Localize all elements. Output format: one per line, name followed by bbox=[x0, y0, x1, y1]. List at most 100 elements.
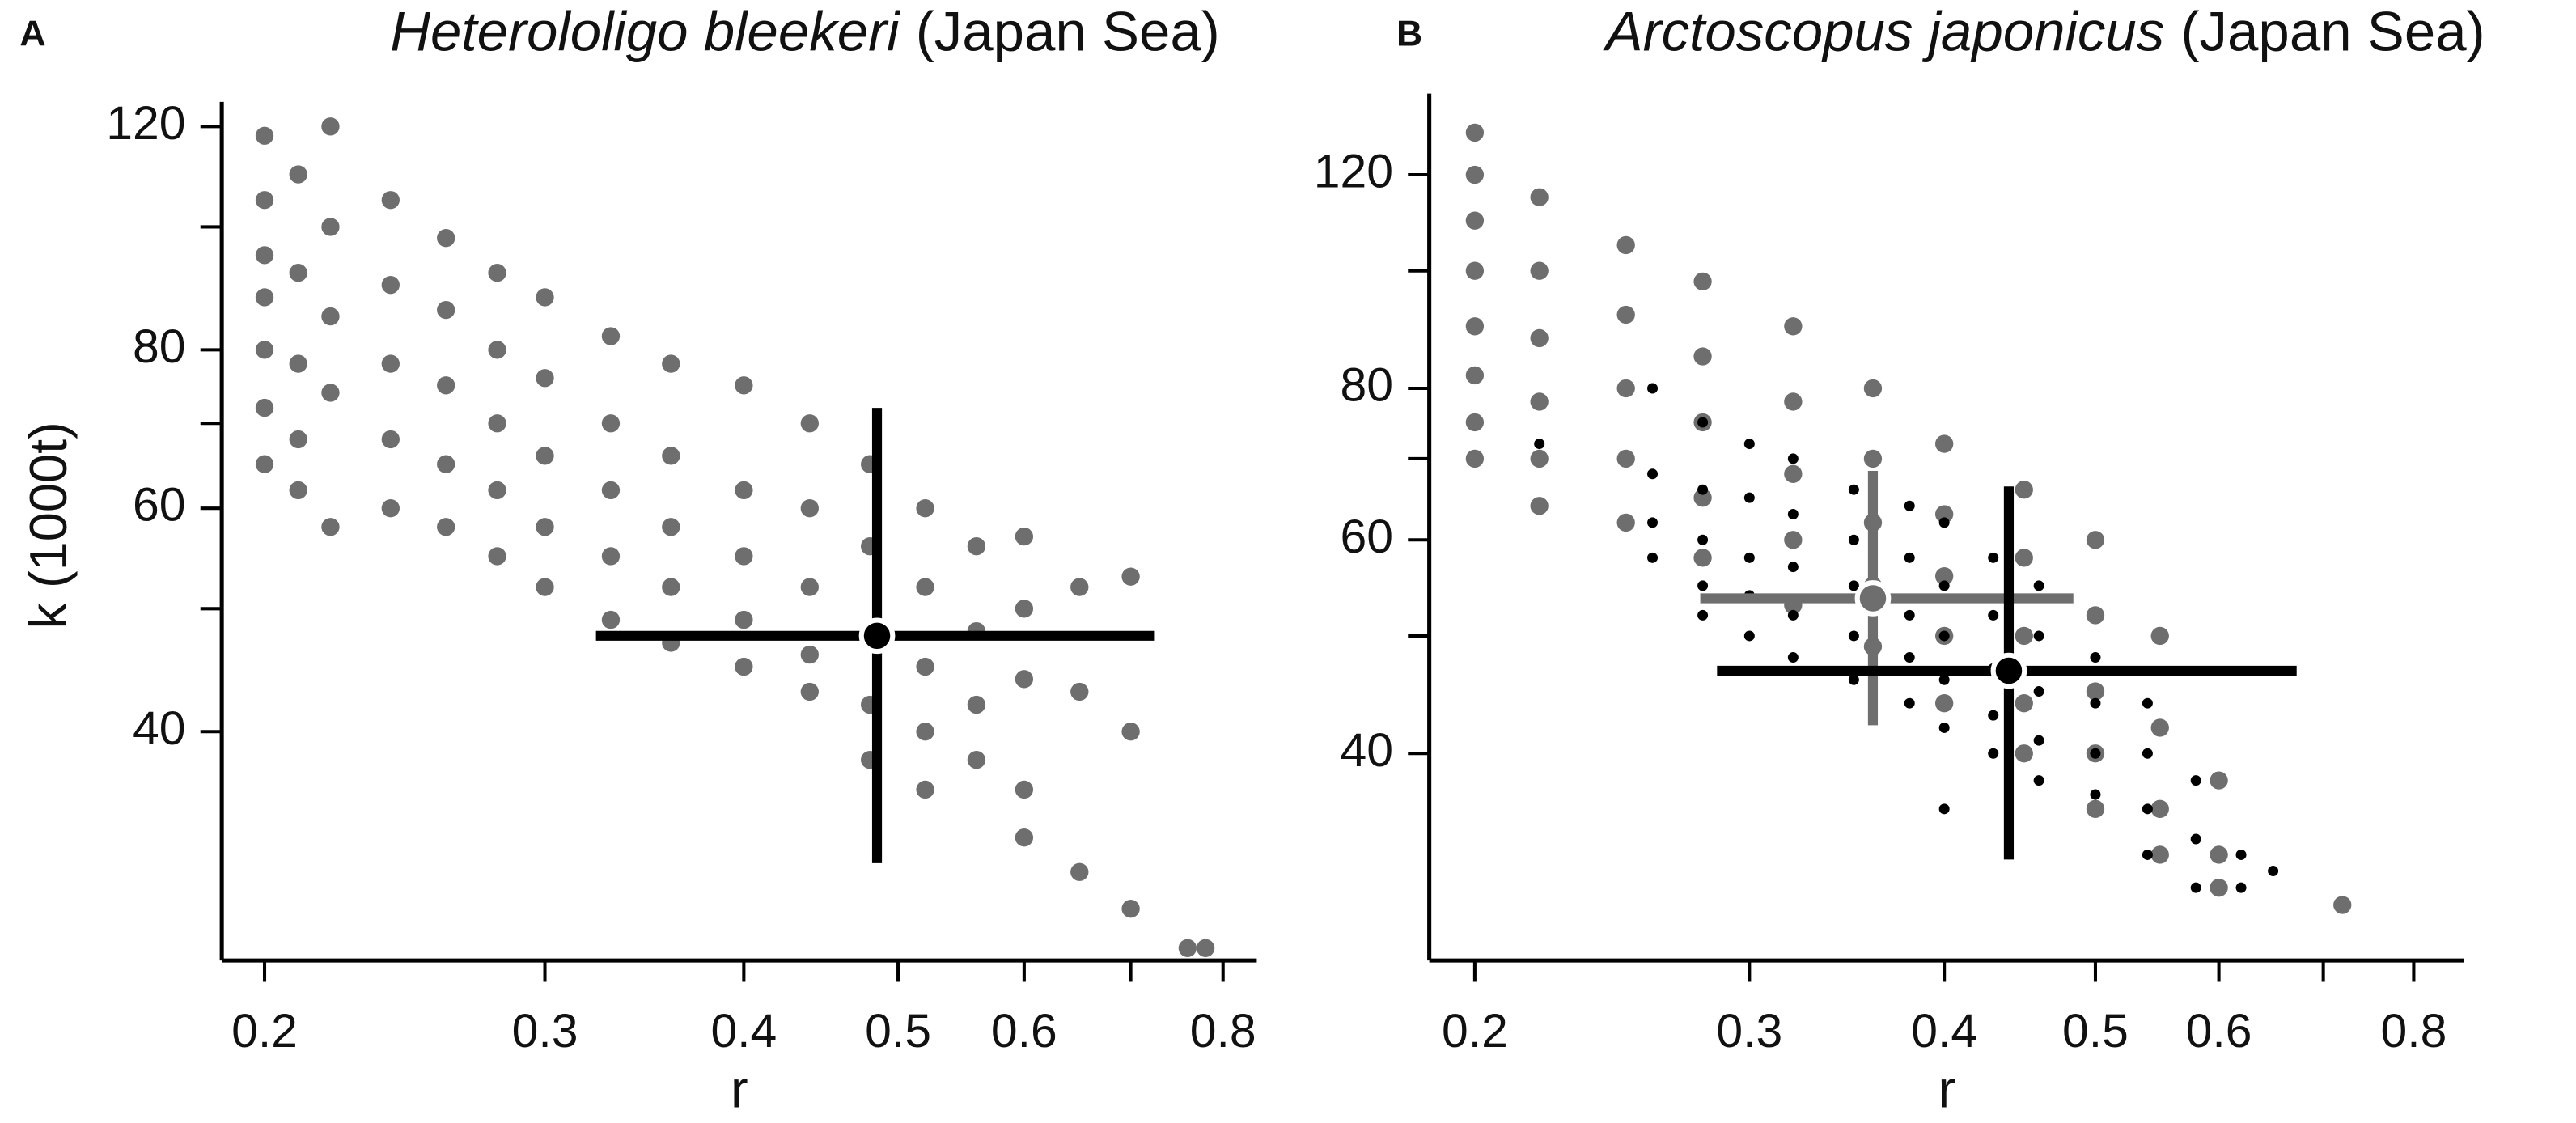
data-point bbox=[2015, 481, 2033, 499]
data-point bbox=[735, 481, 753, 500]
data-point bbox=[321, 307, 340, 326]
data-point bbox=[1787, 609, 1799, 621]
data-point bbox=[2086, 799, 2105, 818]
data-point bbox=[1616, 513, 1635, 532]
y-tick-label: 80 bbox=[133, 320, 186, 373]
data-point bbox=[662, 518, 680, 536]
data-point bbox=[1616, 235, 1635, 255]
title-note: (Japan Sea) bbox=[916, 1, 1220, 63]
data-point bbox=[536, 369, 554, 388]
x-tick-label: 0.4 bbox=[710, 1005, 777, 1057]
data-point bbox=[2086, 682, 2105, 701]
data-point bbox=[1938, 580, 1950, 591]
data-point bbox=[1121, 899, 1140, 918]
data-point bbox=[1784, 392, 1803, 411]
data-point bbox=[1616, 449, 1635, 468]
data-point bbox=[2086, 606, 2105, 625]
data-point bbox=[1697, 417, 1709, 428]
data-point bbox=[321, 117, 340, 136]
data-point bbox=[1530, 188, 1549, 206]
data-point bbox=[1848, 484, 1859, 495]
data-point bbox=[662, 447, 680, 465]
data-point bbox=[1697, 534, 1709, 545]
data-point bbox=[1934, 567, 1954, 586]
data-point bbox=[1848, 630, 1859, 642]
data-point bbox=[1904, 500, 1915, 511]
data-point bbox=[255, 455, 274, 473]
data-point bbox=[1465, 123, 1485, 142]
data-point bbox=[1647, 552, 1659, 563]
data-point bbox=[1465, 165, 1485, 184]
y-tick-label: 60 bbox=[133, 479, 186, 532]
data-point bbox=[2086, 531, 2105, 549]
data-point bbox=[1743, 492, 1755, 503]
data-point bbox=[2142, 697, 2153, 709]
data-point bbox=[2150, 845, 2169, 864]
data-point bbox=[967, 537, 986, 556]
data-point bbox=[2090, 789, 2101, 800]
data-point bbox=[1015, 527, 1034, 546]
data-point bbox=[437, 300, 455, 320]
data-point bbox=[800, 414, 819, 433]
data-point bbox=[1616, 305, 1635, 324]
data-point bbox=[800, 682, 819, 701]
data-point bbox=[437, 376, 455, 395]
data-point bbox=[1616, 379, 1635, 398]
data-point bbox=[1743, 439, 1755, 450]
x-tick-label: 0.2 bbox=[1442, 1005, 1508, 1057]
data-point bbox=[1787, 509, 1799, 519]
data-point bbox=[735, 610, 753, 629]
panel-title: Heterololigo bleekeri (Japan Sea) bbox=[390, 1, 1220, 63]
data-point bbox=[1015, 670, 1034, 689]
data-point bbox=[1647, 517, 1659, 528]
data-point bbox=[2015, 549, 2033, 567]
data-point bbox=[1988, 609, 1999, 621]
data-point bbox=[2015, 694, 2033, 713]
data-point bbox=[2150, 799, 2169, 818]
data-point bbox=[536, 518, 554, 536]
data-point bbox=[1934, 505, 1954, 523]
data-point bbox=[1938, 630, 1950, 642]
data-point bbox=[1988, 710, 1999, 721]
y-axis-title: k (1000t) bbox=[19, 422, 78, 629]
data-point bbox=[536, 288, 554, 307]
data-point bbox=[1787, 562, 1799, 573]
data-point bbox=[1743, 552, 1755, 563]
data-point bbox=[1938, 803, 1950, 815]
data-point bbox=[916, 780, 934, 799]
data-point bbox=[1647, 468, 1659, 480]
data-point bbox=[255, 398, 274, 417]
data-point bbox=[1697, 609, 1709, 621]
data-point bbox=[2210, 845, 2228, 864]
data-point bbox=[800, 645, 819, 664]
x-tick-label: 0.5 bbox=[865, 1005, 931, 1057]
data-point bbox=[1697, 580, 1709, 591]
data-point bbox=[381, 499, 400, 518]
data-point bbox=[1934, 434, 1954, 453]
data-point bbox=[2268, 866, 2279, 876]
data-point bbox=[1530, 328, 1549, 348]
data-point bbox=[2190, 882, 2201, 893]
data-point bbox=[1465, 449, 1485, 468]
data-point bbox=[321, 518, 340, 536]
data-point bbox=[601, 327, 621, 345]
data-point bbox=[2235, 882, 2247, 893]
y-tick-label: 120 bbox=[106, 97, 185, 150]
data-point bbox=[2142, 849, 2153, 860]
estimate-point bbox=[858, 617, 896, 655]
x-tick-label: 0.5 bbox=[2062, 1005, 2129, 1057]
data-point bbox=[1121, 723, 1140, 741]
data-point bbox=[1697, 484, 1709, 495]
data-point bbox=[2210, 879, 2228, 897]
data-point bbox=[255, 126, 274, 145]
data-point bbox=[1070, 862, 1089, 881]
data-point bbox=[1904, 609, 1915, 621]
data-point bbox=[488, 341, 506, 359]
data-point bbox=[381, 354, 400, 373]
data-point bbox=[2033, 775, 2044, 786]
y-tick-label: 40 bbox=[1340, 724, 1393, 777]
data-point bbox=[800, 499, 819, 518]
data-point bbox=[1465, 211, 1485, 230]
